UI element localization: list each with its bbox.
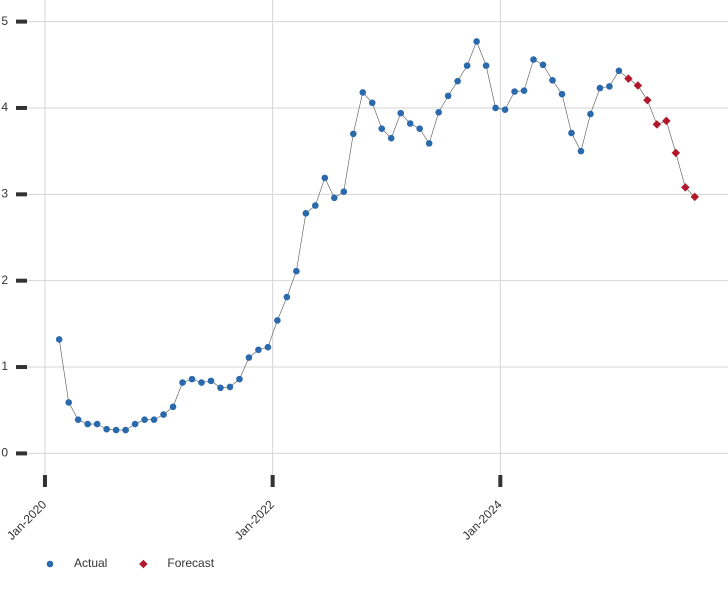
point — [103, 425, 110, 433]
point — [283, 293, 291, 301]
y-tick-label: 5 — [1, 14, 8, 28]
point — [312, 202, 319, 209]
point — [511, 88, 518, 95]
y-tick-label: 3 — [1, 186, 8, 200]
point — [264, 343, 272, 351]
point — [245, 354, 253, 361]
point — [425, 140, 433, 147]
point — [643, 95, 652, 105]
point — [207, 377, 215, 385]
point — [112, 426, 120, 434]
y-tick-label: 2 — [1, 273, 8, 287]
point — [558, 90, 566, 98]
point — [198, 379, 205, 386]
point — [530, 56, 537, 63]
point — [492, 104, 499, 112]
point — [596, 84, 604, 92]
point — [160, 411, 167, 418]
series-line — [58, 40, 620, 431]
point — [444, 92, 452, 100]
point — [236, 375, 243, 383]
point — [435, 108, 442, 116]
point — [520, 87, 528, 94]
y-tick-label: 0 — [1, 446, 8, 460]
point — [340, 188, 348, 196]
legend-label: Actual — [74, 556, 107, 570]
point — [55, 336, 63, 343]
point — [150, 416, 158, 424]
point — [349, 130, 357, 138]
point — [671, 148, 681, 158]
point — [568, 129, 575, 137]
point — [482, 62, 490, 69]
point — [539, 61, 547, 69]
y-tick-label: 4 — [1, 100, 8, 114]
point — [65, 399, 72, 406]
point — [188, 375, 196, 383]
point — [587, 110, 594, 118]
legend-marker — [139, 559, 148, 569]
point — [217, 384, 224, 392]
point — [454, 77, 461, 85]
x-tick-label: Jan-2020 — [4, 497, 50, 543]
point — [179, 379, 186, 386]
point — [549, 77, 556, 84]
point — [331, 194, 338, 202]
point — [615, 67, 623, 75]
point — [274, 317, 281, 324]
point — [93, 420, 101, 428]
point — [633, 81, 643, 90]
point — [321, 174, 329, 182]
point — [397, 109, 405, 117]
point — [141, 416, 148, 424]
point — [131, 420, 139, 428]
point — [302, 210, 310, 217]
y-tick-label: 1 — [1, 359, 8, 373]
point — [624, 74, 633, 83]
point — [416, 125, 423, 132]
point — [84, 420, 91, 428]
x-tick-label: Jan-2024 — [459, 497, 505, 543]
x-tick-label: Jan-2022 — [232, 497, 278, 543]
point — [463, 62, 471, 69]
point — [501, 106, 509, 113]
point — [74, 416, 82, 424]
point — [359, 89, 367, 96]
point — [368, 99, 376, 107]
point — [122, 426, 129, 434]
point — [606, 83, 613, 90]
point — [226, 383, 234, 391]
point — [473, 38, 480, 45]
point — [293, 267, 300, 275]
point — [378, 125, 386, 132]
legend-label: Forecast — [167, 556, 214, 570]
legend-marker — [46, 560, 54, 568]
point — [387, 134, 395, 142]
point — [652, 120, 662, 129]
point — [169, 403, 177, 411]
point — [255, 346, 262, 354]
series-line — [628, 78, 696, 198]
point — [662, 116, 671, 126]
point — [406, 120, 414, 127]
point — [577, 147, 585, 155]
